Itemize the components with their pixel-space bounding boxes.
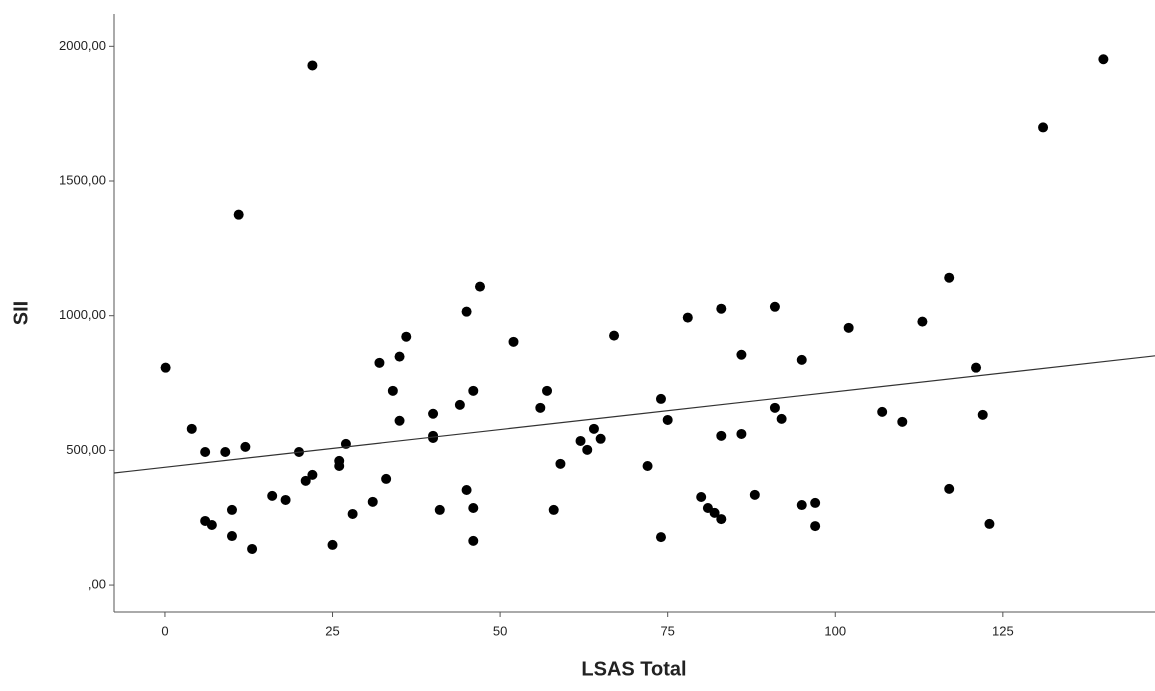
data-point [307, 60, 318, 71]
x-axis-title: LSAS Total [581, 658, 686, 680]
data-point [160, 362, 171, 373]
data-point [220, 446, 231, 457]
data-point [749, 489, 760, 500]
data-point [662, 414, 673, 425]
data-point [696, 491, 707, 502]
data-point [877, 406, 888, 417]
data-point [796, 354, 807, 365]
data-point [226, 504, 237, 515]
data-point [394, 415, 405, 426]
data-point [508, 336, 519, 347]
x-tick-label: 25 [325, 623, 339, 638]
data-point [555, 458, 566, 469]
data-point [843, 322, 854, 333]
data-point [226, 531, 237, 542]
data-point [897, 416, 908, 427]
data-point [977, 409, 988, 420]
data-point [307, 469, 318, 480]
y-axis-title: SII [10, 301, 32, 325]
data-point [588, 423, 599, 434]
data-point [468, 503, 479, 514]
data-point [394, 351, 405, 362]
x-tick-label: 125 [992, 623, 1014, 638]
data-point [984, 518, 995, 529]
data-point [461, 306, 472, 317]
data-point [240, 441, 251, 452]
data-point [280, 494, 291, 505]
data-point [474, 281, 485, 292]
data-point [374, 357, 385, 368]
data-point [401, 331, 412, 342]
data-point [810, 497, 821, 508]
data-point [642, 461, 653, 472]
data-point [186, 423, 197, 434]
data-point [709, 507, 720, 518]
data-point [582, 444, 593, 455]
data-point [736, 349, 747, 360]
data-point [267, 490, 278, 501]
x-tick-label: 50 [493, 623, 507, 638]
data-point [776, 413, 787, 424]
data-point [387, 385, 398, 396]
x-tick-label: 75 [660, 623, 674, 638]
data-point [575, 435, 586, 446]
data-point [944, 272, 955, 283]
data-point [327, 539, 338, 550]
data-point [381, 473, 392, 484]
data-point [454, 399, 465, 410]
data-point [461, 484, 472, 495]
y-tick-label: 500,00 [66, 442, 106, 457]
data-point [233, 209, 244, 220]
data-point [535, 402, 546, 413]
data-point [917, 316, 928, 327]
data-point [796, 500, 807, 511]
y-tick-label: 1000,00 [59, 307, 106, 322]
x-tick-label: 100 [824, 623, 846, 638]
data-point [655, 393, 666, 404]
fit-line [113, 355, 1155, 474]
data-point [736, 428, 747, 439]
data-point [428, 408, 439, 419]
data-point [944, 483, 955, 494]
data-point [548, 504, 559, 515]
data-point [769, 402, 780, 413]
data-point [367, 496, 378, 507]
data-point [300, 475, 311, 486]
data-point [595, 433, 606, 444]
data-point [716, 303, 727, 314]
data-point [468, 385, 479, 396]
x-tick-label: 0 [161, 623, 168, 638]
y-tick-label: 2000,00 [59, 38, 106, 53]
data-point [434, 504, 445, 515]
data-point [716, 430, 727, 441]
data-point [1038, 122, 1049, 133]
data-point [1098, 54, 1109, 65]
y-tick-label: 1500,00 [59, 172, 106, 187]
data-point [971, 362, 982, 373]
data-point [609, 330, 620, 341]
data-point [206, 519, 217, 530]
data-point [334, 461, 345, 472]
y-tick-label: ,00 [88, 577, 106, 592]
data-point [716, 514, 727, 525]
data-point [682, 312, 693, 323]
data-point [347, 508, 358, 519]
data-point [247, 543, 258, 554]
data-point [810, 521, 821, 532]
data-point [428, 432, 439, 443]
data-point [200, 446, 211, 457]
data-point [542, 385, 553, 396]
data-point [769, 301, 780, 312]
data-point [655, 532, 666, 543]
data-point [468, 535, 479, 546]
